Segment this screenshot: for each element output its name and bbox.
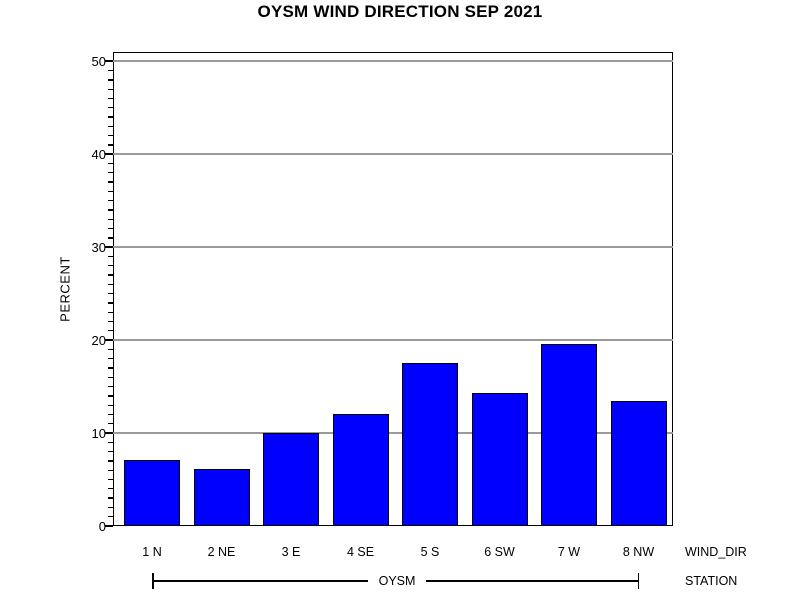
y-axis-minor-tick [108,367,113,369]
y-axis-minor-tick [108,506,113,509]
y-axis-minor-tick [108,423,113,425]
y-axis-minor-tick [108,292,113,295]
y-axis-major-tick [105,60,113,63]
x-category-label: 2 NE [207,545,236,559]
y-axis-minor-tick [108,385,113,388]
y-gridline [113,339,673,341]
x-category-label: 4 SE [346,545,375,559]
y-axis-minor-tick [108,283,113,285]
y-axis-minor-tick [108,227,113,230]
x-category-label: 5 S [420,545,440,559]
y-axis-minor-tick [108,172,113,174]
y-gridline [113,246,673,248]
y-axis-minor-tick [108,190,113,193]
y-axis-minor-tick [108,265,113,267]
y-axis-minor-tick [108,404,113,406]
y-axis-tick-label: 0 [98,518,106,534]
y-axis-minor-tick [108,516,113,518]
y-axis-minor-tick [108,134,113,137]
y-axis-minor-tick [108,200,113,202]
y-gridline [113,153,673,156]
y-axis-minor-tick [108,255,113,258]
x-category-label: 1 N [142,545,162,559]
bar-5-s [402,363,458,526]
bar-7-w [541,343,597,526]
y-axis-minor-tick [108,209,113,211]
y-axis-tick-label: 10 [91,425,106,441]
y-axis-minor-tick [108,79,113,81]
y-axis-minor-tick [108,107,113,109]
y-axis-title: PERCENT [57,256,73,322]
bar-8-nw [610,401,667,526]
y-axis-major-tick [105,339,113,341]
y-axis-minor-tick [108,348,113,351]
y-axis-minor-tick [108,478,113,481]
group-bracket-left-tick [152,573,154,589]
chart-title: OYSM WIND DIRECTION SEP 2021 [257,2,543,21]
group-bracket-left-segment [153,580,368,582]
y-axis-tick-label: 50 [91,53,106,69]
y-axis-minor-tick [108,237,113,239]
bar-1-n [124,460,180,526]
y-axis-minor-tick [108,497,113,499]
x-category-label: 7 W [557,545,581,559]
y-axis-minor-tick [108,330,113,332]
y-axis-minor-tick [108,395,113,397]
y-axis-minor-tick [108,181,113,183]
y-axis-minor-tick [108,488,113,490]
y-axis-tick-label: 30 [91,239,106,255]
y-gridline [113,432,673,434]
group-bracket-right-tick [637,573,640,589]
y-axis-minor-tick [108,302,113,304]
y-axis-minor-tick [108,125,113,127]
y-axis-minor-tick [108,144,113,146]
y-axis-major-tick [105,246,113,249]
bar-6-sw [471,393,528,526]
group-bracket-right-segment [426,580,639,582]
y-axis-minor-tick [108,450,113,453]
y-axis-minor-tick [108,358,113,360]
bar-4-se [332,413,389,526]
x-category-label: 6 SW [484,545,515,559]
x-axis-variable-label: WIND_DIR [685,545,747,559]
y-axis-minor-tick [108,441,113,443]
y-axis-major-tick [105,525,113,527]
y-axis-major-tick [105,432,113,434]
y-gridline [113,60,673,63]
bar-3-e [263,433,319,526]
x-category-label: 3 E [281,545,301,559]
group-value-label: OYSM [378,574,416,588]
y-axis-minor-tick [108,69,113,72]
y-axis-minor-tick [108,413,113,416]
y-axis-minor-tick [108,274,113,276]
y-axis-tick-label: 40 [91,146,106,162]
y-axis-minor-tick [108,311,113,313]
y-axis-minor-tick [108,376,113,378]
y-axis-tick-label: 20 [91,332,106,348]
y-axis-minor-tick [108,97,113,100]
y-axis-minor-tick [108,469,113,471]
x-category-label: 8 NW [622,545,655,559]
group-axis-variable-label: STATION [685,574,738,588]
y-axis-minor-tick [108,460,113,462]
y-axis-minor-tick [108,88,113,90]
bar-2-ne [193,469,250,526]
y-axis-minor-tick [108,116,113,118]
y-axis-minor-tick [108,162,113,165]
y-axis-minor-tick [108,320,113,323]
y-axis-major-tick [105,153,113,156]
y-axis-minor-tick [108,218,113,220]
